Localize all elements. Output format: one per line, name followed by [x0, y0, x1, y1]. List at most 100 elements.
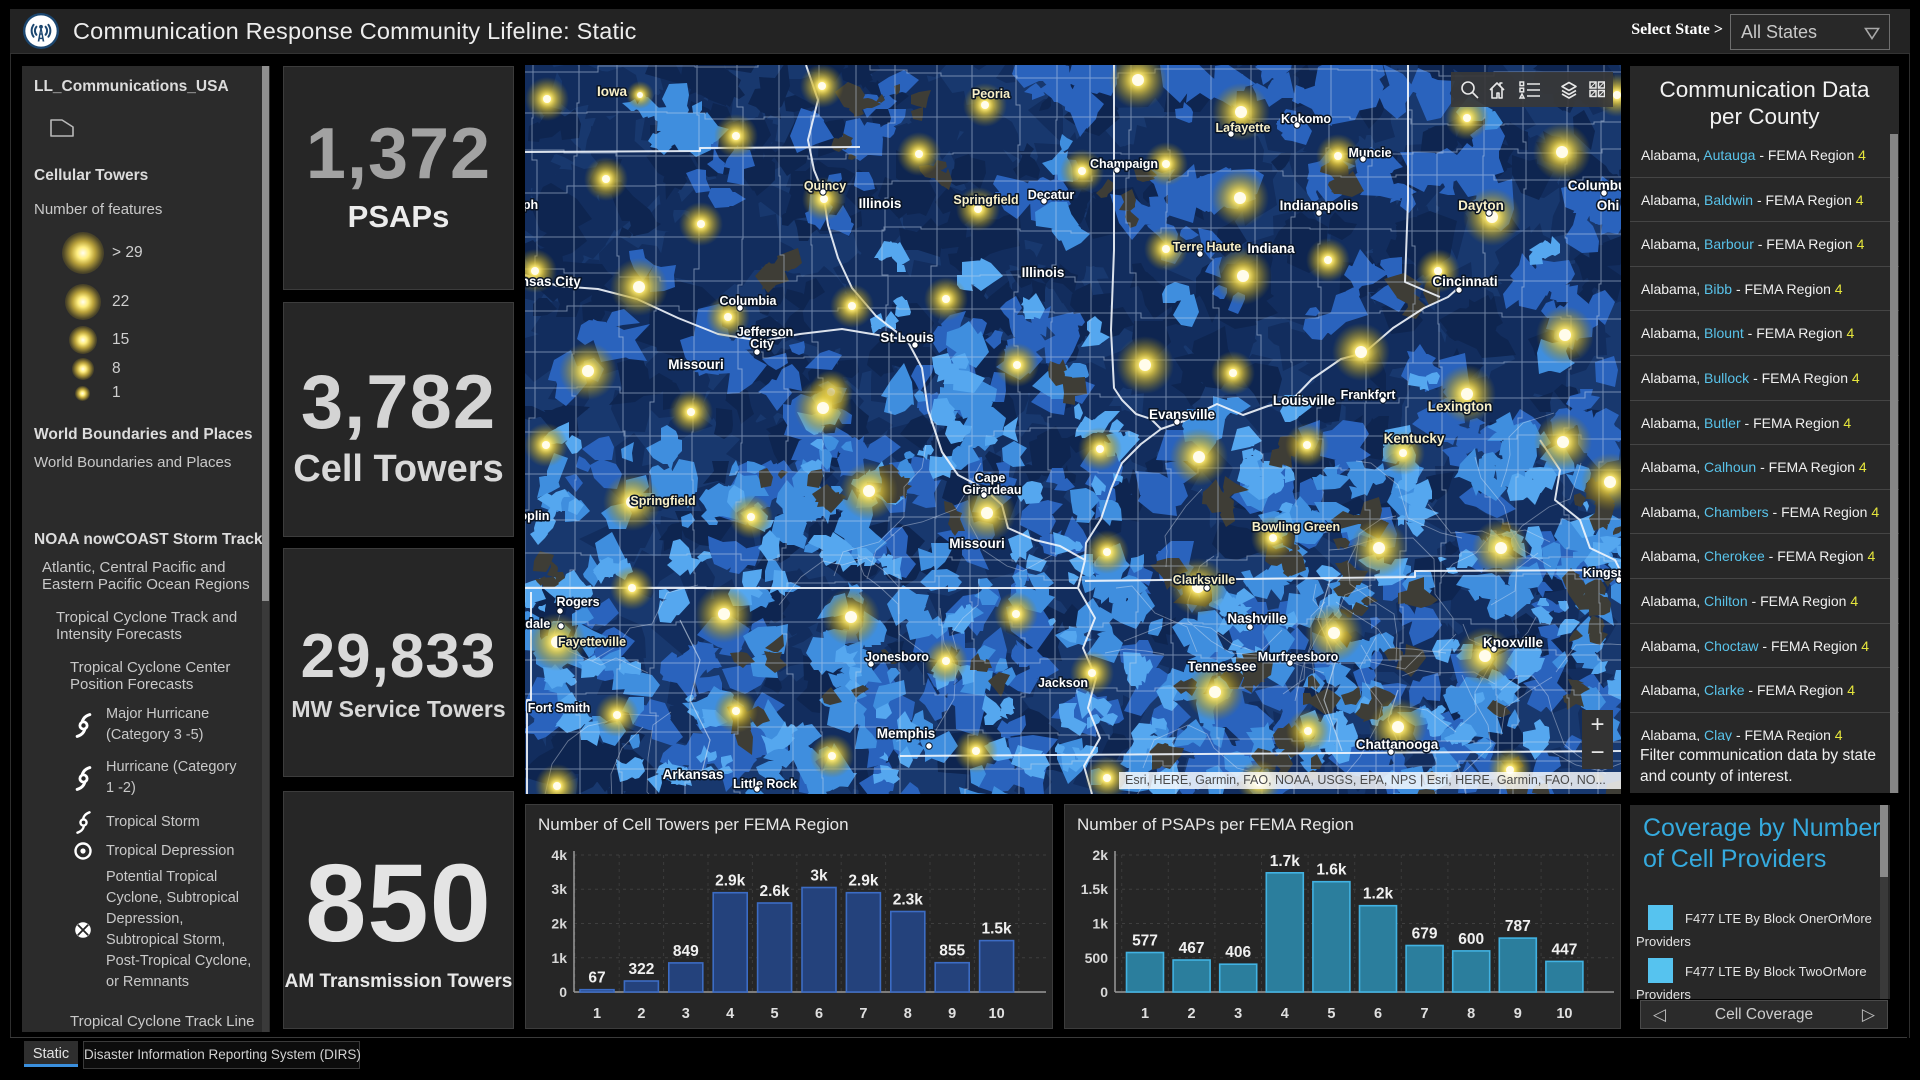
- svg-text:Joplin: Joplin: [525, 509, 549, 523]
- svg-text:8: 8: [904, 1006, 912, 1022]
- svg-text:Little Rock: Little Rock: [733, 777, 797, 791]
- svg-text:8: 8: [1467, 1006, 1475, 1022]
- svg-text:1.5k: 1.5k: [982, 921, 1013, 938]
- svg-text:Ohi: Ohi: [1597, 198, 1620, 213]
- svg-text:2: 2: [637, 1006, 645, 1022]
- svg-text:7: 7: [1421, 1006, 1429, 1022]
- svg-text:Nashville: Nashville: [1227, 611, 1287, 626]
- svg-text:4k: 4k: [551, 847, 567, 863]
- svg-text:Chattanooga: Chattanooga: [1356, 737, 1439, 752]
- svg-text:Bowling Green: Bowling Green: [1252, 520, 1340, 534]
- svg-text:Dayton: Dayton: [1458, 198, 1504, 213]
- svg-text:5: 5: [771, 1006, 779, 1022]
- svg-text:1.5k: 1.5k: [1081, 881, 1108, 897]
- svg-text:9: 9: [948, 1006, 956, 1022]
- svg-text:10: 10: [989, 1006, 1005, 1022]
- svg-text:Missouri: Missouri: [949, 536, 1005, 551]
- svg-text:577: 577: [1132, 933, 1158, 950]
- svg-text:Terre Haute: Terre Haute: [1173, 240, 1242, 254]
- svg-text:Indiana: Indiana: [1247, 241, 1295, 256]
- svg-text:4: 4: [726, 1006, 734, 1022]
- svg-text:City: City: [750, 337, 774, 351]
- svg-text:Arkansas: Arkansas: [663, 767, 724, 782]
- svg-text:Iowa: Iowa: [597, 84, 627, 99]
- svg-text:1.6k: 1.6k: [1316, 862, 1347, 879]
- svg-text:10: 10: [1556, 1006, 1572, 1022]
- svg-text:7: 7: [859, 1006, 867, 1022]
- svg-text:Number of PSAPs per FEMA Regio: Number of PSAPs per FEMA Region: [1077, 815, 1354, 834]
- svg-text:3k: 3k: [551, 881, 567, 897]
- svg-text:2k: 2k: [551, 916, 567, 932]
- svg-text:Columbu: Columbu: [1568, 178, 1621, 193]
- svg-text:787: 787: [1505, 918, 1531, 935]
- svg-text:2: 2: [1188, 1006, 1196, 1022]
- svg-text:600: 600: [1458, 931, 1484, 948]
- svg-text:Cincinnati: Cincinnati: [1432, 274, 1497, 289]
- svg-text:Kokomo: Kokomo: [1281, 112, 1331, 126]
- svg-text:Fort Smith: Fort Smith: [528, 701, 591, 715]
- svg-text:Champaign: Champaign: [1090, 157, 1158, 171]
- svg-text:Memphis: Memphis: [877, 726, 936, 741]
- svg-text:849: 849: [673, 943, 699, 960]
- svg-text:2.3k: 2.3k: [893, 892, 924, 909]
- svg-text:406: 406: [1225, 944, 1251, 961]
- svg-text:Louisville: Louisville: [1273, 393, 1336, 408]
- svg-text:Jonesboro: Jonesboro: [865, 650, 929, 664]
- svg-text:Decatur: Decatur: [1028, 188, 1075, 202]
- svg-text:0: 0: [1100, 984, 1108, 1000]
- svg-text:1: 1: [593, 1006, 601, 1022]
- svg-text:Indianapolis: Indianapolis: [1280, 198, 1359, 213]
- svg-text:5: 5: [1327, 1006, 1335, 1022]
- svg-text:Missouri: Missouri: [668, 357, 724, 372]
- svg-text:3: 3: [682, 1006, 690, 1022]
- svg-text:Girardeau: Girardeau: [962, 483, 1021, 497]
- svg-text:467: 467: [1179, 940, 1205, 957]
- svg-text:Jackson: Jackson: [1038, 676, 1088, 690]
- svg-text:67: 67: [588, 970, 605, 987]
- svg-text:2.9k: 2.9k: [848, 873, 879, 890]
- svg-text:322: 322: [628, 961, 654, 978]
- svg-text:Peoria: Peoria: [972, 87, 1011, 101]
- svg-text:2.6k: 2.6k: [760, 883, 791, 900]
- svg-text:Kentucky: Kentucky: [1384, 431, 1445, 446]
- svg-text:6: 6: [815, 1006, 823, 1022]
- svg-text:Cape: Cape: [975, 471, 1006, 485]
- svg-text:3k: 3k: [810, 868, 828, 885]
- svg-text:Columbia: Columbia: [720, 294, 778, 308]
- svg-text:2k: 2k: [1092, 847, 1108, 863]
- svg-text:Quincy: Quincy: [804, 179, 846, 193]
- svg-text:0: 0: [559, 984, 567, 1000]
- svg-text:4: 4: [1281, 1006, 1289, 1022]
- svg-text:Evansville: Evansville: [1149, 407, 1216, 422]
- svg-text:Lafayette: Lafayette: [1216, 121, 1271, 135]
- svg-text:eph: eph: [525, 198, 538, 212]
- svg-text:St Louis: St Louis: [880, 330, 933, 345]
- svg-text:Frankfort: Frankfort: [1341, 388, 1397, 402]
- svg-text:3: 3: [1234, 1006, 1242, 1022]
- svg-text:Knoxville: Knoxville: [1483, 635, 1544, 650]
- svg-text:Number of Cell Towers per FEMA: Number of Cell Towers per FEMA Region: [538, 815, 849, 834]
- svg-text:2.9k: 2.9k: [715, 873, 746, 890]
- svg-text:500: 500: [1085, 950, 1109, 966]
- svg-text:1.7k: 1.7k: [1270, 853, 1301, 870]
- svg-text:679: 679: [1412, 926, 1438, 943]
- svg-text:ansas City: ansas City: [525, 274, 581, 289]
- svg-text:Jefferson: Jefferson: [737, 325, 793, 339]
- svg-text:Springfield: Springfield: [630, 494, 695, 508]
- svg-text:Clarksville: Clarksville: [1173, 573, 1236, 587]
- svg-text:Illinois: Illinois: [859, 196, 902, 211]
- svg-text:9: 9: [1514, 1006, 1522, 1022]
- svg-text:gdale: gdale: [525, 617, 550, 631]
- svg-text:Tennessee: Tennessee: [1188, 659, 1257, 674]
- svg-text:Kingsp: Kingsp: [1583, 566, 1621, 580]
- svg-text:Lexington: Lexington: [1428, 399, 1493, 414]
- svg-text:Rogers: Rogers: [556, 595, 599, 609]
- svg-text:1k: 1k: [551, 950, 567, 966]
- svg-text:447: 447: [1551, 941, 1577, 958]
- svg-text:Illinois: Illinois: [1022, 265, 1065, 280]
- svg-text:Fayetteville: Fayetteville: [558, 635, 626, 649]
- svg-text:1k: 1k: [1092, 916, 1108, 932]
- svg-text:Muncie: Muncie: [1348, 146, 1391, 160]
- svg-text:1.2k: 1.2k: [1363, 886, 1394, 903]
- svg-text:1: 1: [1141, 1006, 1149, 1022]
